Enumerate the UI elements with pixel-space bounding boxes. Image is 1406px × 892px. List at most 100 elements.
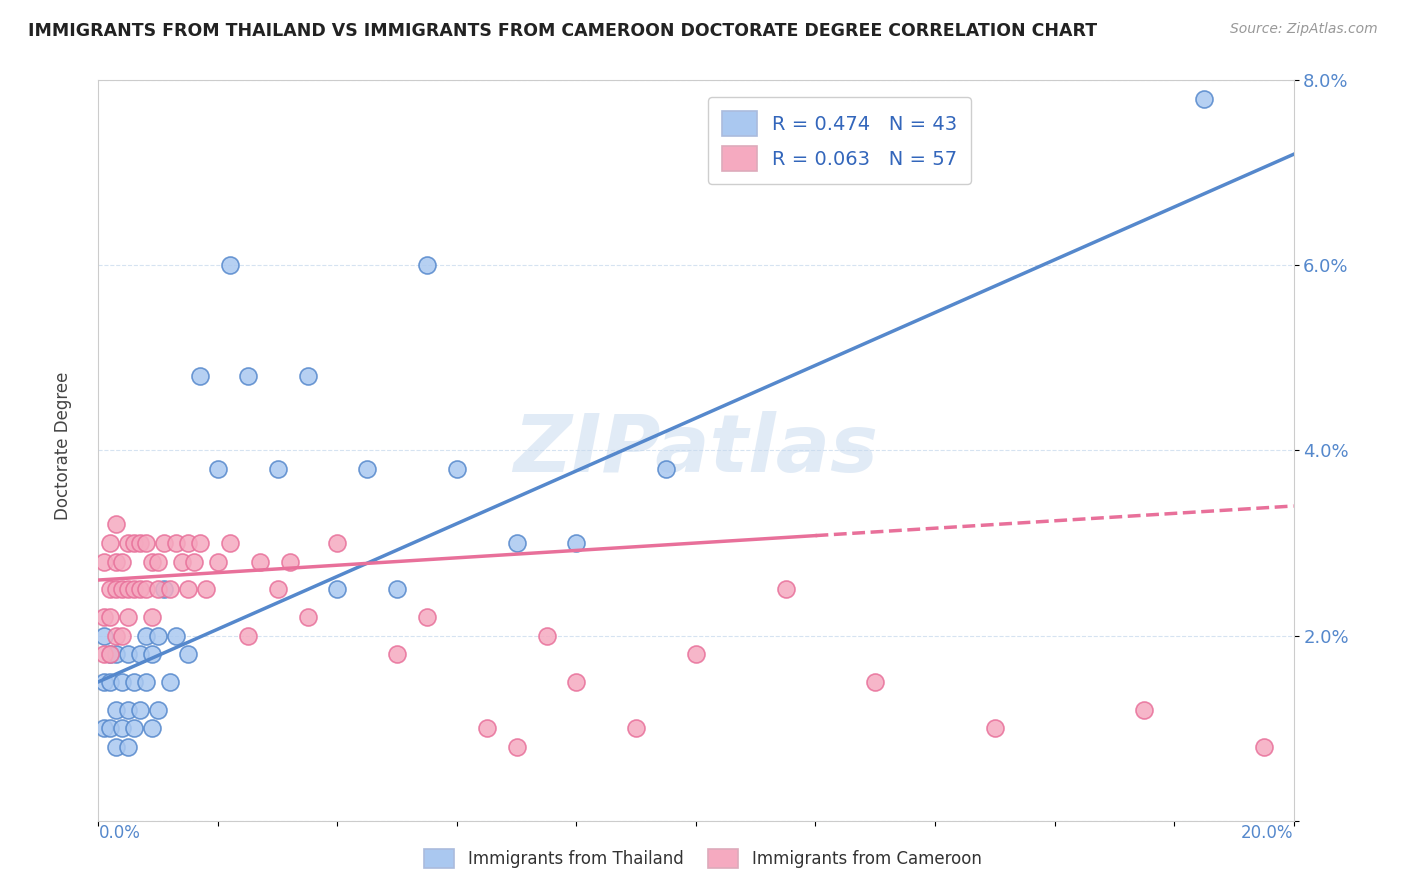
Point: [98, 610, 122, 624]
Point: [188, 369, 211, 384]
Text: ZIPatlas: ZIPatlas: [513, 411, 879, 490]
Point: [98, 647, 122, 661]
Point: [93, 554, 115, 569]
Point: [177, 536, 200, 550]
Point: [98, 674, 122, 689]
Point: [111, 721, 134, 735]
Point: [219, 259, 242, 273]
Point: [111, 554, 134, 569]
Legend: Immigrants from Thailand, Immigrants from Cameroon: Immigrants from Thailand, Immigrants fro…: [418, 842, 988, 875]
Point: [1253, 739, 1275, 754]
Point: [416, 259, 439, 273]
Point: [297, 369, 319, 384]
Point: [129, 536, 152, 550]
Point: [984, 721, 1007, 735]
Point: [129, 703, 152, 717]
Point: [141, 610, 163, 624]
Point: [655, 462, 678, 476]
Point: [117, 582, 139, 597]
Point: [105, 582, 128, 597]
Point: [93, 628, 115, 642]
Point: [111, 582, 134, 597]
Point: [105, 628, 128, 642]
Point: [865, 674, 887, 689]
Point: [775, 582, 797, 597]
Point: [93, 674, 115, 689]
Point: [153, 582, 176, 597]
Point: [385, 582, 409, 597]
Point: [188, 536, 211, 550]
Point: [177, 647, 200, 661]
Point: [153, 536, 176, 550]
Point: [165, 536, 187, 550]
Point: [148, 628, 170, 642]
Point: [565, 536, 588, 550]
Point: [135, 628, 157, 642]
Point: [105, 647, 128, 661]
Point: [475, 721, 498, 735]
Point: [236, 369, 259, 384]
Point: [326, 536, 349, 550]
Point: [685, 647, 707, 661]
Point: [124, 721, 146, 735]
Point: [117, 610, 139, 624]
Point: [135, 582, 157, 597]
Point: [111, 674, 134, 689]
Point: [93, 721, 115, 735]
Point: [98, 582, 122, 597]
Point: [172, 554, 194, 569]
Point: [105, 517, 128, 532]
Point: [446, 462, 468, 476]
Point: [98, 536, 122, 550]
Point: [111, 628, 134, 642]
Point: [93, 610, 115, 624]
Point: [326, 582, 349, 597]
Point: [356, 462, 378, 476]
Point: [148, 582, 170, 597]
Point: [105, 703, 128, 717]
Point: [135, 674, 157, 689]
Point: [626, 721, 648, 735]
Point: [183, 554, 205, 569]
Point: [165, 628, 187, 642]
Point: [141, 554, 163, 569]
Point: [249, 554, 271, 569]
Text: IMMIGRANTS FROM THAILAND VS IMMIGRANTS FROM CAMEROON DOCTORATE DEGREE CORRELATIO: IMMIGRANTS FROM THAILAND VS IMMIGRANTS F…: [28, 22, 1097, 40]
Point: [1192, 92, 1215, 106]
Point: [98, 647, 122, 661]
Point: [141, 721, 163, 735]
Point: [141, 647, 163, 661]
Point: [129, 647, 152, 661]
Point: [93, 647, 115, 661]
Point: [148, 703, 170, 717]
Point: [135, 536, 157, 550]
Point: [1133, 703, 1156, 717]
Legend: R = 0.474   N = 43, R = 0.063   N = 57: R = 0.474 N = 43, R = 0.063 N = 57: [709, 97, 970, 185]
Point: [177, 582, 200, 597]
Point: [159, 582, 181, 597]
Point: [278, 554, 301, 569]
Point: [159, 674, 181, 689]
Text: Doctorate Degree: Doctorate Degree: [55, 372, 72, 520]
Point: [506, 739, 529, 754]
Point: [148, 554, 170, 569]
Point: [236, 628, 259, 642]
Point: [117, 536, 139, 550]
Text: 20.0%: 20.0%: [1241, 823, 1294, 841]
Point: [219, 536, 242, 550]
Text: 0.0%: 0.0%: [98, 823, 141, 841]
Point: [195, 582, 218, 597]
Point: [207, 554, 229, 569]
Point: [506, 536, 529, 550]
Point: [105, 739, 128, 754]
Point: [416, 610, 439, 624]
Point: [124, 536, 146, 550]
Point: [536, 628, 558, 642]
Point: [129, 582, 152, 597]
Point: [117, 647, 139, 661]
Point: [267, 582, 290, 597]
Point: [117, 703, 139, 717]
Point: [385, 647, 409, 661]
Point: [207, 462, 229, 476]
Text: Source: ZipAtlas.com: Source: ZipAtlas.com: [1230, 22, 1378, 37]
